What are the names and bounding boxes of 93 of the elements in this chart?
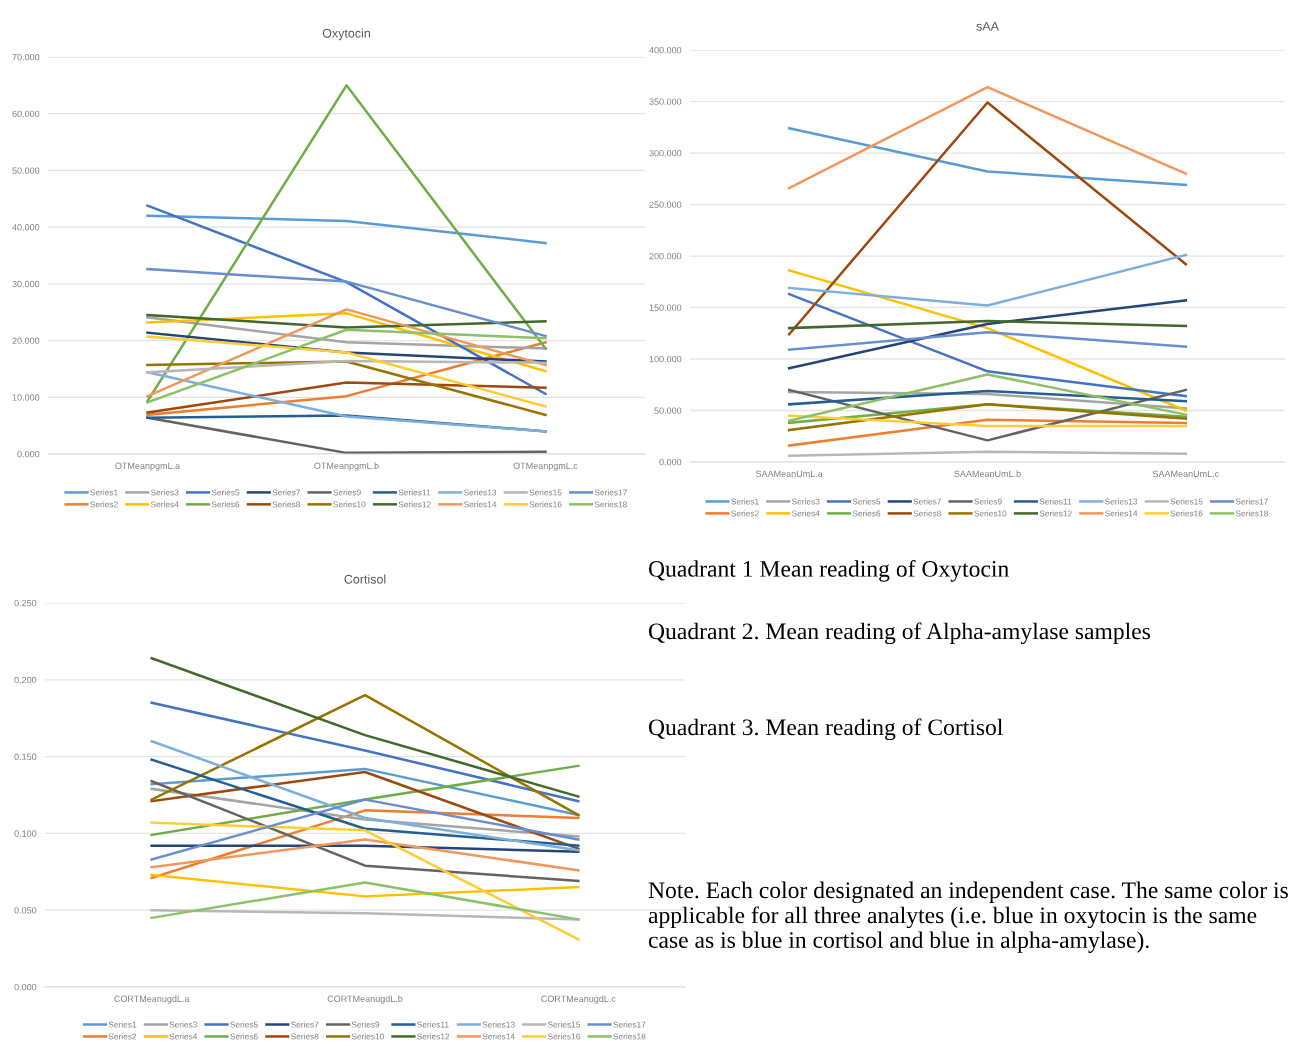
x-tick-label: SAAMeanUmL.b	[954, 470, 1021, 477]
legend-label: Series5	[230, 1021, 258, 1028]
legend-label: Series13	[482, 1021, 515, 1028]
legend-label: Series1	[108, 1021, 137, 1028]
legend-label: Series14	[464, 501, 497, 508]
legend-label: Series15	[1170, 498, 1203, 505]
chart-title: Cortisol	[344, 574, 386, 584]
legend-label: Series7	[291, 1021, 319, 1028]
y-tick-label: 70.000	[12, 53, 40, 61]
legend-label: Series1	[731, 498, 759, 505]
y-tick-label: 0.050	[14, 907, 37, 914]
legend-label: Series9	[351, 1021, 380, 1028]
y-tick-label: 60.000	[12, 110, 40, 118]
legend-label: Series11	[1039, 498, 1072, 505]
x-tick-label: OTMeanpgmL.c	[513, 462, 578, 471]
y-tick-label: 0.200	[14, 676, 37, 684]
legend-label: Series16	[547, 1033, 581, 1040]
x-tick-label: SAAMeanUmL.c	[1152, 470, 1219, 477]
legend-label: Series2	[90, 501, 118, 508]
legend-label: Series16	[529, 501, 562, 508]
legend-label: Series4	[791, 510, 820, 517]
y-tick-label: 0.250	[14, 599, 37, 607]
legend-label: Series18	[1235, 510, 1268, 517]
chart-title: sAA	[976, 21, 999, 31]
legend-label: Series9	[333, 489, 361, 496]
legend-label: Series6	[852, 510, 881, 517]
legend-label: Series13	[464, 489, 497, 496]
legend-label: Series11	[417, 1021, 449, 1028]
legend-label: Series14	[1105, 510, 1138, 517]
y-tick-label: 0.100	[14, 830, 37, 837]
x-tick-label: SAAMeanUmL.a	[755, 470, 823, 477]
legend-label: Series15	[547, 1021, 581, 1028]
x-tick-label: CORTMeanugdL.c	[541, 995, 616, 1004]
y-tick-label: 400.000	[649, 46, 682, 54]
legend-label: Series5	[852, 498, 881, 505]
legend-label: Series2	[731, 510, 759, 517]
x-tick-label: OTMeanpgmL.b	[314, 462, 379, 471]
legend-label: Series17	[594, 489, 627, 496]
legend-label: Series12	[398, 501, 431, 508]
y-tick-label: 0.000	[17, 450, 40, 458]
y-tick-label: 50.000	[654, 407, 682, 414]
legend-label: Series8	[291, 1033, 319, 1040]
legend-label: Series17	[613, 1021, 646, 1028]
y-tick-label: 0.000	[14, 983, 37, 991]
legend-label: Series17	[1235, 498, 1268, 505]
y-tick-label: 300.000	[649, 149, 682, 157]
legend-label: Series11	[398, 489, 431, 496]
x-tick-label: CORTMeanugdL.a	[114, 995, 190, 1004]
legend-label: Series7	[913, 498, 941, 505]
y-tick-label: 250.000	[649, 201, 682, 208]
y-tick-label: 30.000	[12, 280, 40, 288]
legend-label: Series10	[974, 510, 1007, 517]
legend-label: Series5	[211, 489, 240, 496]
legend-label: Series8	[913, 510, 942, 517]
y-tick-label: 200.000	[649, 252, 682, 260]
legend-label: Series9	[974, 498, 1002, 505]
legend-label: Series3	[169, 1021, 197, 1028]
legend-label: Series15	[529, 489, 562, 496]
legend-label: Series10	[351, 1033, 384, 1040]
legend-label: Series12	[417, 1033, 450, 1040]
legend-label: Series4	[150, 501, 179, 508]
annotation: Quadrant 3. Mean reading of Cortisol	[648, 718, 1003, 741]
x-tick-label: CORTMeanugdL.b	[327, 995, 403, 1004]
legend-label: Series2	[108, 1033, 137, 1040]
legend-label: Series1	[90, 489, 118, 496]
y-tick-label: 0.150	[14, 753, 37, 760]
legend-label: Series13	[1105, 498, 1138, 505]
y-tick-label: 350.000	[649, 98, 682, 105]
y-tick-label: 50.000	[12, 167, 40, 174]
legend-label: Series18	[613, 1033, 646, 1040]
y-tick-label: 150.000	[649, 304, 682, 311]
legend-label: Series18	[594, 501, 627, 508]
legend-label: Series4	[169, 1033, 198, 1040]
chart-title: Oxytocin	[322, 28, 370, 41]
x-tick-label: OTMeanpgmL.a	[115, 462, 181, 471]
legend-label: Series6	[211, 501, 240, 508]
text: Quadrant 1 Mean reading of Oxytocin	[648, 560, 1009, 582]
legend-label: Series10	[333, 501, 366, 508]
y-tick-label: 0.000	[659, 458, 682, 466]
legend-label: Series3	[791, 498, 820, 505]
legend-label: Series14	[482, 1033, 515, 1040]
legend-label: Series6	[230, 1033, 258, 1040]
legend-label: Series12	[1039, 510, 1072, 517]
annotation: Quadrant 2. Mean reading of Alpha-amylase samples	[648, 622, 1151, 645]
y-tick-label: 10.000	[12, 394, 40, 401]
legend-label: Series8	[272, 501, 301, 508]
legend-label: Series7	[272, 489, 300, 496]
y-tick-label: 100.000	[649, 355, 682, 363]
legend-label: Series3	[150, 489, 179, 496]
y-tick-label: 40.000	[12, 224, 40, 231]
legend-label: Series16	[1170, 510, 1203, 517]
annotation: Note. Each color designated an independent case. The same color is applicable for all three analytes (i.e. blue in oxytocin is the same case as is blue in cortisol and blue in alpha-amylase).	[648, 881, 1288, 953]
y-tick-label: 20.000	[12, 337, 40, 344]
